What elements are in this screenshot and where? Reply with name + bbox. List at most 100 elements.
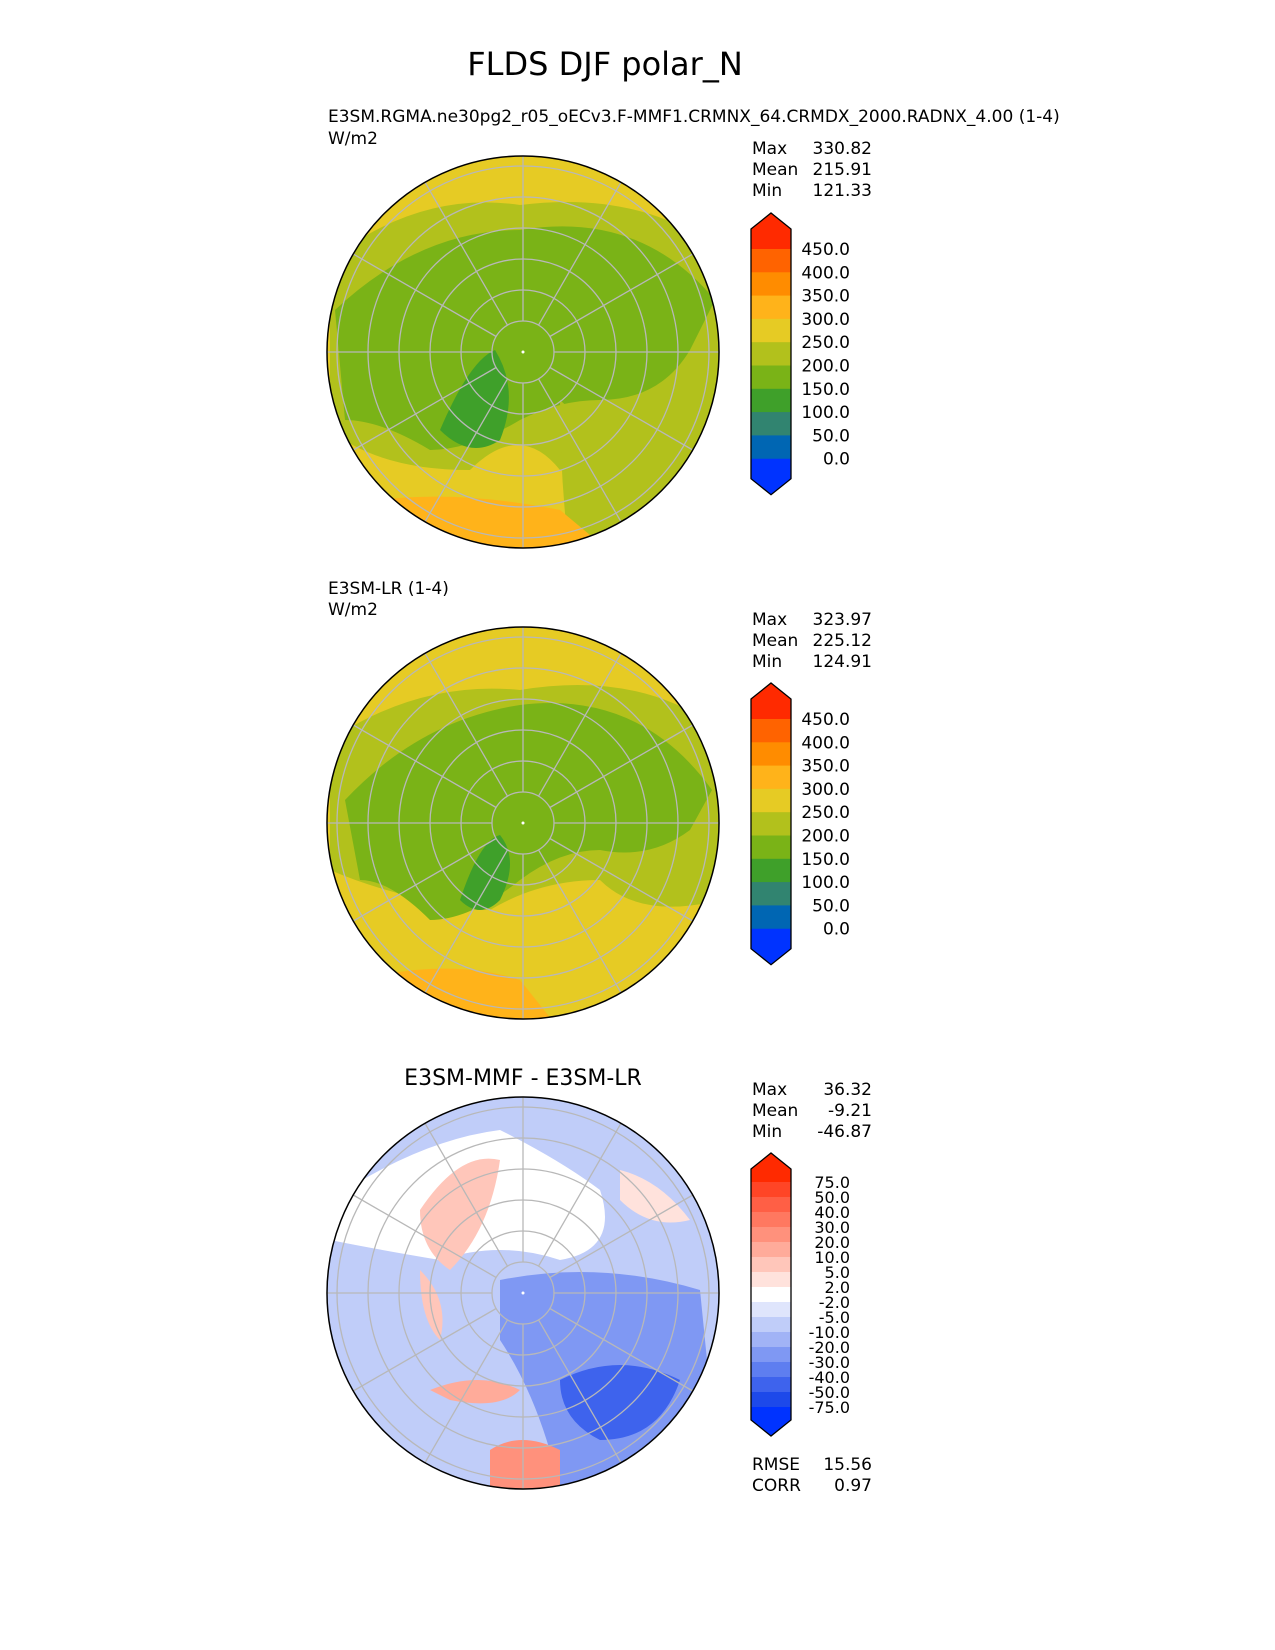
- colorbar-tick-label: 50.0: [814, 1188, 850, 1207]
- colorbar-tick-label: 50.0: [812, 896, 850, 916]
- colorbar-band: [751, 788, 791, 813]
- stat-value: 0.97: [834, 1476, 872, 1496]
- panel3-stats: Max Mean Min 36.32 -9.21 -46.87 RMSE COR…: [752, 1080, 872, 1496]
- stat-value: 121.33: [813, 181, 872, 201]
- longitude-line: [422, 178, 509, 326]
- colorbar-tick-label: 250.0: [801, 803, 850, 823]
- colorbar-tick-label: 450.0: [801, 710, 850, 730]
- longitude-line: [537, 649, 624, 797]
- longitude-line: [422, 849, 509, 997]
- colorbar-band: [751, 1362, 791, 1378]
- colorbar-band: [751, 765, 791, 790]
- colorbar-tick-label: -40.0: [809, 1368, 850, 1387]
- panel2-colorbar: 450.0 400.0 350.0 300.0 250.0 200.0 150.0 100.0…: [750, 682, 850, 966]
- figure-title: FLDS DJF polar_N: [467, 45, 743, 83]
- longitude-line: [537, 849, 624, 997]
- longitude-line: [422, 378, 509, 526]
- stat-label: Min: [752, 652, 782, 672]
- colorbar-band: [751, 812, 791, 836]
- colorbar-band: [751, 1197, 791, 1213]
- colorbar-extension-top: [751, 683, 791, 719]
- longitude-line: [549, 722, 697, 809]
- colorbar-band: [751, 1377, 791, 1393]
- longitude-line: [549, 837, 697, 924]
- colorbar-band: [751, 272, 791, 297]
- colorbar-band: [751, 435, 791, 460]
- colorbar-tick-label: 30.0: [814, 1218, 850, 1237]
- stat-value: 124.91: [813, 652, 872, 672]
- panel1-colorbar: 450.0 400.0 350.0 300.0 250.0 200.0 150.0 100.0…: [750, 212, 850, 496]
- longitude-line: [349, 722, 497, 809]
- colorbar-band: [751, 1347, 791, 1363]
- colorbar-tick-label: 300.0: [801, 310, 850, 330]
- colorbar-band: [751, 1242, 791, 1258]
- colorbar-band: [751, 365, 791, 390]
- stat-value: 330.82: [813, 139, 872, 159]
- colorbar-tick-label: 300.0: [801, 780, 850, 800]
- colorbar-tick-label: 400.0: [801, 263, 850, 283]
- colorbar-extension-top: [751, 1153, 791, 1182]
- longitude-line: [537, 178, 624, 326]
- longitude-line: [537, 1319, 624, 1467]
- colorbar-tick-label: 0.0: [823, 450, 850, 470]
- stat-label: Max: [752, 139, 787, 159]
- colorbar-tick-label: 0.0: [823, 920, 850, 940]
- stat-label: Mean: [752, 631, 798, 651]
- longitude-line: [549, 251, 697, 338]
- colorbar-tick-label: 200.0: [801, 357, 850, 377]
- colorbar-band: [751, 342, 791, 366]
- colorbar-band: [751, 412, 791, 436]
- longitude-line: [349, 1192, 497, 1279]
- colorbar-extension-bottom: [751, 458, 791, 495]
- colorbar-band: [751, 719, 791, 743]
- panel2-map-border: [326, 626, 720, 1020]
- stat-label: Min: [752, 181, 782, 201]
- longitude-line: [422, 1119, 509, 1267]
- panel3-title: E3SM-MMF - E3SM-LR: [404, 1066, 642, 1091]
- colorbar-band: [751, 1182, 791, 1198]
- longitude-line: [422, 649, 509, 797]
- colorbar-tick-label: 75.0: [814, 1173, 850, 1192]
- stat-value: 36.32: [823, 1080, 872, 1100]
- colorbar-tick-label: -5.0: [819, 1308, 850, 1327]
- colorbar-tick-label: 150.0: [801, 850, 850, 870]
- panel1-graticule: [327, 156, 719, 548]
- stat-label: Mean: [752, 160, 798, 180]
- colorbar-band: [751, 1317, 791, 1333]
- colorbar-band: [751, 1392, 791, 1408]
- panel3-colorbar: 75.050.040.030.020.010.05.02.0-2.0-5.0-1…: [750, 1152, 850, 1437]
- colorbar-tick-label: 200.0: [801, 827, 850, 847]
- colorbar-band: [751, 1257, 791, 1273]
- colorbar-tick-label: -30.0: [809, 1353, 850, 1372]
- colorbar-band: [751, 1272, 791, 1288]
- colorbar-band: [751, 742, 791, 767]
- stat-label: Mean: [752, 1101, 798, 1121]
- colorbar-band: [751, 835, 791, 860]
- colorbar-outline: [750, 212, 792, 496]
- longitude-line: [349, 366, 497, 453]
- longitude-line: [549, 1307, 697, 1394]
- stat-value: 323.97: [813, 610, 872, 630]
- colorbar-band: [751, 1332, 791, 1348]
- colorbar-extension-top: [751, 213, 791, 249]
- colorbar-band: [751, 318, 791, 343]
- stat-value: -46.87: [817, 1122, 872, 1142]
- longitude-line: [537, 1119, 624, 1267]
- colorbar-tick-label: 10.0: [814, 1248, 850, 1267]
- colorbar-outline: [750, 1152, 792, 1437]
- colorbar-tick-label: -75.0: [809, 1398, 850, 1417]
- colorbar-band: [751, 1212, 791, 1228]
- colorbar-band: [751, 882, 791, 906]
- longitude-line: [349, 837, 497, 924]
- colorbar-band: [751, 858, 791, 883]
- pole-marker: [521, 350, 525, 354]
- colorbar-extension-bottom: [751, 1407, 791, 1436]
- colorbar-tick-label: 450.0: [801, 240, 850, 260]
- colorbar-band: [751, 1227, 791, 1243]
- colorbar-tick-label: -10.0: [809, 1323, 850, 1342]
- panel1-stats: Max Mean Min 330.82 215.91 121.33: [752, 139, 872, 201]
- colorbar-outline: [750, 682, 792, 966]
- colorbar-tick-label: 100.0: [801, 873, 850, 893]
- colorbar-tick-label: 40.0: [814, 1203, 850, 1222]
